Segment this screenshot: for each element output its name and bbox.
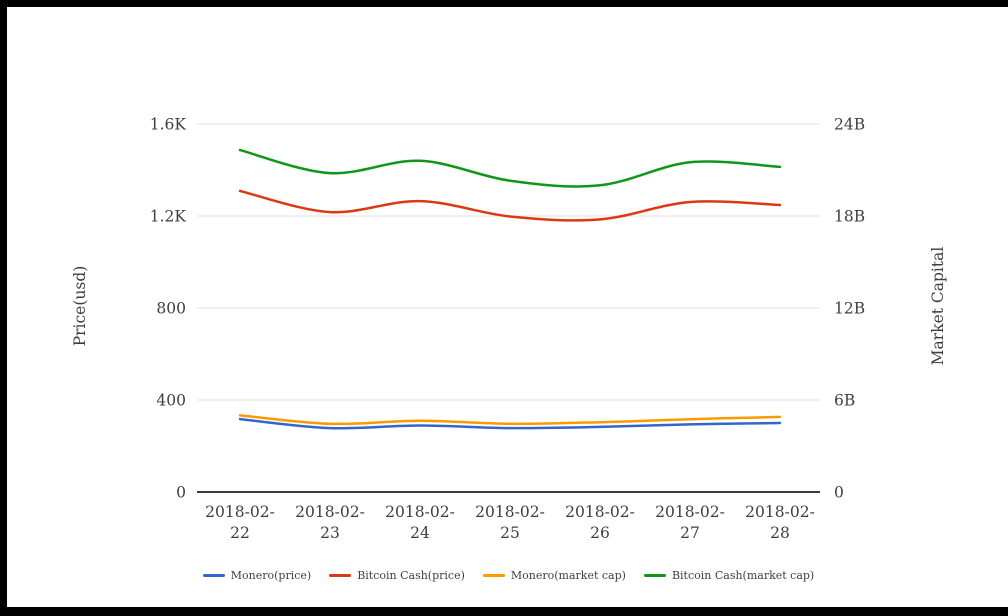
legend-item-bitcoin-cash-market-cap[interactable]: Bitcoin Cash(market cap) (643, 568, 815, 582)
x-axis-tick-label: 2018-02-28 (745, 503, 815, 542)
legend-swatch-icon (482, 573, 505, 577)
left-axis-tick-label: 1.2K (150, 208, 187, 226)
legend-item-bitcoin-cash-price[interactable]: Bitcoin Cash(price) (329, 569, 465, 582)
right-axis-tick-label: 18B (834, 208, 865, 226)
x-axis-tick-label: 2018-02-23 (295, 503, 365, 542)
x-axis-tick-label: 2018-02-27 (655, 503, 725, 542)
right-axis-title: Market Capital (929, 246, 947, 366)
legend-swatch-icon (329, 573, 352, 577)
legend-label: Monero(price) (230, 568, 312, 582)
series-line-monero-price[interactable] (238, 417, 782, 430)
frame-border-top (0, 0, 1008, 7)
legend-swatch-icon (202, 573, 225, 577)
left-axis-tick-label: 400 (156, 392, 186, 410)
right-axis-tick-label: 6B (834, 392, 855, 410)
legend-label: Bitcoin Cash(price) (357, 568, 465, 582)
right-axis-tick-label: 12B (834, 300, 865, 318)
right-axis-tick-label: 24B (834, 116, 865, 134)
legend-item-monero-market-cap[interactable]: Monero(market cap) (482, 568, 626, 582)
x-axis-tick-label: 2018-02-22 (205, 503, 275, 542)
left-axis-tick-label: 800 (156, 300, 186, 318)
legend-label: Bitcoin Cash(market cap) (671, 568, 815, 582)
series-line-bitcoin-cash-market-cap[interactable] (238, 148, 782, 188)
legend-swatch-icon (643, 573, 666, 577)
x-axis-tick-label: 2018-02-24 (385, 503, 455, 542)
left-axis-tick-label: 0 (176, 484, 186, 502)
legend-item-monero-price[interactable]: Monero(price) (202, 568, 312, 582)
left-axis-title: Price(usd) (71, 265, 89, 347)
x-axis-tick-label: 2018-02-25 (475, 503, 545, 542)
frame-border-bottom (0, 607, 1008, 616)
frame-border-left (0, 0, 7, 616)
series-line-monero-market-cap[interactable] (238, 414, 782, 426)
legend: Monero(price) Bitcoin Cash(price) Monero(m… (197, 566, 820, 584)
series-line-bitcoin-cash-price[interactable] (238, 189, 782, 222)
x-axis-tick-label: 2018-02-26 (565, 503, 635, 542)
right-axis-tick-label: 0 (834, 484, 844, 502)
left-axis-tick-label: 1.6K (150, 116, 187, 134)
legend-label: Monero(market cap) (510, 568, 626, 582)
